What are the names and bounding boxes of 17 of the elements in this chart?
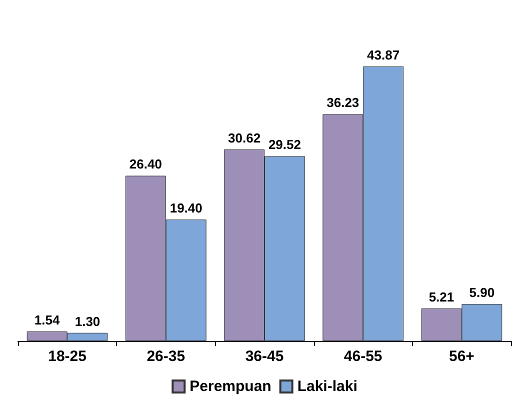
data-label: 1.30 [74, 314, 100, 329]
data-label: 43.87 [367, 47, 400, 62]
x-tick-label: 36-45 [245, 348, 284, 365]
data-label: 5.90 [469, 285, 495, 300]
data-label: 36.23 [326, 95, 360, 110]
x-tick-label: 18-25 [48, 348, 86, 365]
data-label: 29.52 [268, 137, 301, 152]
data-label: 30.62 [228, 130, 261, 146]
x-tick-label: 56+ [448, 348, 475, 365]
data-label: 5.21 [428, 289, 454, 304]
legend-label: Laki-laki [297, 378, 358, 395]
data-label: 1.54 [34, 312, 61, 328]
x-tick-label: 26-35 [146, 348, 186, 365]
legend-label: Perempuan [190, 378, 272, 395]
x-tick-label: 46-55 [344, 348, 382, 365]
data-label: 26.40 [129, 156, 162, 172]
data-label: 19.40 [170, 200, 202, 216]
